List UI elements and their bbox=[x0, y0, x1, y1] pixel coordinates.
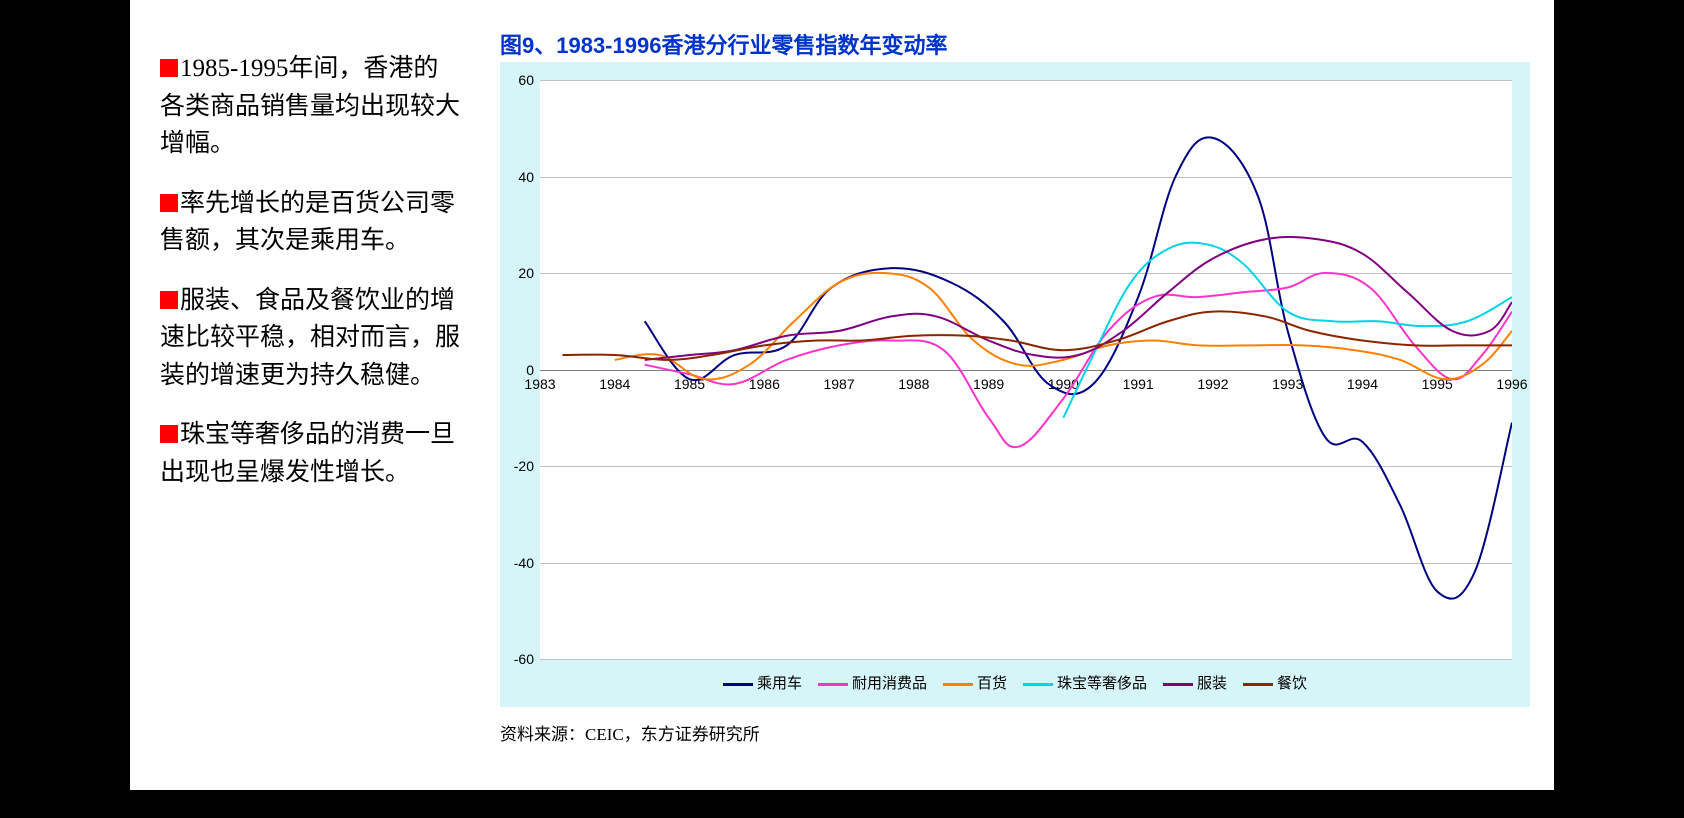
legend-label: 百货 bbox=[977, 675, 1007, 692]
y-tick-label: -40 bbox=[514, 555, 540, 571]
source-label: 资料来源：CEIC，东方证券研究所 bbox=[500, 720, 760, 745]
gridline bbox=[540, 659, 1512, 660]
y-tick-label: -60 bbox=[514, 651, 540, 667]
y-tick-label: 60 bbox=[518, 72, 540, 88]
bullet-icon bbox=[160, 291, 178, 309]
left-text-column: 1985-1995年间，香港的各类商品销售量均出现较大增幅。率先增长的是百货公司… bbox=[160, 50, 460, 513]
legend-label: 耐用消费品 bbox=[852, 675, 927, 692]
text-block: 1985-1995年间，香港的各类商品销售量均出现较大增幅。 bbox=[160, 50, 460, 163]
legend-item: 乘用车 bbox=[723, 672, 802, 693]
legend-swatch bbox=[723, 683, 753, 686]
legend-swatch bbox=[818, 683, 848, 686]
legend-label: 服装 bbox=[1197, 675, 1227, 692]
text-block: 率先增长的是百货公司零售额，其次是乘用车。 bbox=[160, 185, 460, 260]
text-block-content: 服装、食品及餐饮业的增速比较平稳，相对而言，服装的增速更为持久稳健。 bbox=[160, 287, 460, 389]
text-block-content: 珠宝等奢侈品的消费一旦出现也呈爆发性增长。 bbox=[160, 421, 455, 486]
series-line bbox=[645, 273, 1512, 447]
legend-label: 乘用车 bbox=[757, 675, 802, 692]
series-line bbox=[645, 137, 1512, 598]
legend-item: 百货 bbox=[943, 672, 1007, 693]
bullet-icon bbox=[160, 194, 178, 212]
series-line bbox=[615, 273, 1512, 380]
chart-legend: 乘用车 耐用消费品 百货 珠宝等奢侈品 服装 餐饮 bbox=[500, 672, 1530, 693]
legend-swatch bbox=[1023, 683, 1053, 686]
chart-plot: -60-40-200204060198319841985198619871988… bbox=[540, 80, 1512, 659]
text-block-content: 1985-1995年间，香港的各类商品销售量均出现较大增幅。 bbox=[160, 55, 460, 157]
text-block: 服装、食品及餐饮业的增速比较平稳，相对而言，服装的增速更为持久稳健。 bbox=[160, 282, 460, 395]
legend-swatch bbox=[943, 683, 973, 686]
slide: 1985-1995年间，香港的各类商品销售量均出现较大增幅。率先增长的是百货公司… bbox=[130, 0, 1554, 790]
y-tick-label: 40 bbox=[518, 169, 540, 185]
chart-area: -60-40-200204060198319841985198619871988… bbox=[500, 62, 1530, 707]
text-block-content: 率先增长的是百货公司零售额，其次是乘用车。 bbox=[160, 190, 455, 255]
text-block: 珠宝等奢侈品的消费一旦出现也呈爆发性增长。 bbox=[160, 416, 460, 491]
legend-item: 服装 bbox=[1163, 672, 1227, 693]
legend-item: 餐饮 bbox=[1243, 672, 1307, 693]
bullet-icon bbox=[160, 59, 178, 77]
legend-swatch bbox=[1243, 683, 1273, 686]
legend-item: 耐用消费品 bbox=[818, 672, 927, 693]
legend-label: 餐饮 bbox=[1277, 675, 1307, 692]
legend-swatch bbox=[1163, 683, 1193, 686]
legend-item: 珠宝等奢侈品 bbox=[1023, 672, 1147, 693]
chart-svg bbox=[540, 80, 1512, 659]
y-tick-label: -20 bbox=[514, 458, 540, 474]
bullet-icon bbox=[160, 425, 178, 443]
chart-title: 图9、1983-1996香港分行业零售指数年变动率 bbox=[500, 28, 947, 60]
legend-label: 珠宝等奢侈品 bbox=[1057, 675, 1147, 692]
y-tick-label: 20 bbox=[518, 265, 540, 281]
